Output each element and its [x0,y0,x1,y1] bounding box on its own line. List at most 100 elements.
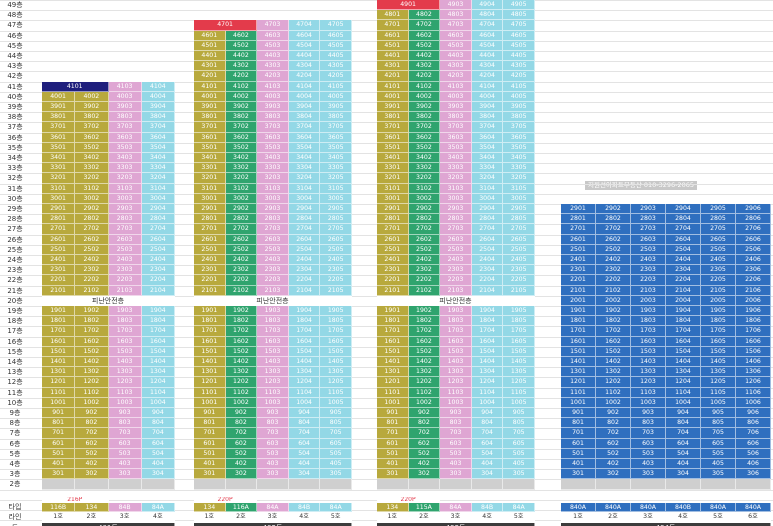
unit-cell: 4101 [377,81,409,92]
unit-cell: 904 [141,408,175,419]
unit-cell: 3005 [320,193,352,204]
unit-cell: 1104 [666,387,701,398]
unit-cell: 4001 [42,91,76,102]
unit-cell: 3205 [503,173,535,184]
unit-cell: 2704 [471,224,504,235]
unit-cell: 3803 [440,112,472,123]
unit-cell: 3601 [194,132,226,143]
unit-cell: 2001 [561,295,596,306]
unit-cell: 1502 [596,346,631,357]
unit-cell: 1006 [736,397,771,408]
unit-cell: 1004 [141,397,175,408]
unit-cell: 3902 [225,102,258,113]
unit-cell: 1105 [320,387,352,398]
unit-cell: 1504 [288,346,321,357]
unit-cell: 1901 [194,306,226,317]
unit-cell: 3002 [225,193,258,204]
unit-cell: 1103 [108,387,142,398]
unit-cell: 403 [108,459,142,470]
unit-cell: 2402 [75,255,109,266]
unit-cell: 1404 [288,357,321,368]
unit-cell: 502 [596,448,631,459]
floor-label: 14층 [7,358,23,366]
unit-cell: 1205 [320,377,352,388]
unit-cell: 2103 [631,285,666,296]
unit-cell: 2901 [194,204,226,215]
unit-cell: 2304 [666,265,701,276]
unit-cell: 3804 [288,112,321,123]
unit-cell: 406 [736,459,771,470]
unit-cell: 2202 [408,275,441,286]
unit-cell: 2104 [141,285,175,296]
unit-cell: 2504 [471,244,504,255]
unit-cell: 3301 [42,163,76,174]
unit-cell: 4303 [440,61,472,72]
type-cell: 116A [225,502,258,512]
unit-cell: 1203 [440,377,472,388]
unit-cell: 2804 [288,214,321,225]
unit-cell: 605 [503,438,535,449]
unit-cell: 2701 [561,224,596,235]
unit-cell: 4001 [194,91,226,102]
unit-cell: 1706 [736,326,771,337]
unit-cell: 3101 [42,183,76,194]
unit-cell: 903 [108,408,142,419]
unit-cell: 4602 [408,30,441,41]
unit-cell: 703 [257,428,289,439]
line-cell: 5호 [701,512,736,523]
unit-cell: 4704 [288,20,321,31]
unit-cell: 1005 [503,397,535,408]
unit-cell: 1402 [408,357,441,368]
unit-cell: 3003 [108,193,142,204]
unit-cell: 1801 [561,316,596,327]
type-cell: 84A [257,502,289,512]
unit-cell [561,479,596,490]
unit-cell: 2902 [408,204,441,215]
unit-cell: 3604 [141,132,175,143]
unit-cell: 904 [471,408,504,419]
unit-cell: 3702 [225,122,258,133]
unit-cell: 3904 [141,102,175,113]
unit-cell: 4405 [503,51,535,62]
unit-cell: 4105 [503,81,535,92]
unit-cell: 1202 [225,377,258,388]
unit-cell: 4004 [471,91,504,102]
unit-cell: 4002 [408,91,441,102]
unit-cell: 3004 [288,193,321,204]
unit-cell: 1904 [666,306,701,317]
unit-cell: 2801 [377,214,409,225]
floor-label: 49층 [7,1,23,9]
floor-label: 15층 [7,347,23,356]
unit-cell: 4004 [288,91,321,102]
unit-cell: 2701 [377,224,409,235]
unit-cell: 3903 [440,102,472,113]
unit-cell: 1102 [75,387,109,398]
unit-cell: 403 [631,459,666,470]
unit-cell: 2703 [257,224,289,235]
unit-cell: 3403 [440,153,472,164]
unit-cell: 3801 [194,112,226,123]
unit-cell: 3004 [141,193,175,204]
unit-cell: 1601 [194,336,226,347]
unit-cell: 2601 [194,234,226,245]
unit-cell: 2805 [320,214,352,225]
unit-cell: 3605 [320,132,352,143]
unit-cell: 2501 [194,244,226,255]
floor-label: 47층 [7,21,23,30]
unit-cell: 4301 [377,61,409,72]
unit-cell: 1602 [596,336,631,347]
unit-cell: 404 [666,459,701,470]
unit-cell: 1304 [666,367,701,378]
floor-label: 29층 [7,205,23,213]
unit-cell: 3601 [377,132,409,143]
unit-cell: 303 [440,469,472,480]
unit-cell: 2301 [377,265,409,276]
unit-cell: 1301 [561,367,596,378]
unit-cell: 2501 [377,244,409,255]
unit-cell: 1403 [631,357,666,368]
unit-cell: 2303 [440,265,472,276]
floor-label: 17층 [7,327,23,336]
unit-cell: 1805 [320,316,352,327]
floor-label: 19층 [7,307,23,315]
unit-cell: 1002 [225,397,258,408]
